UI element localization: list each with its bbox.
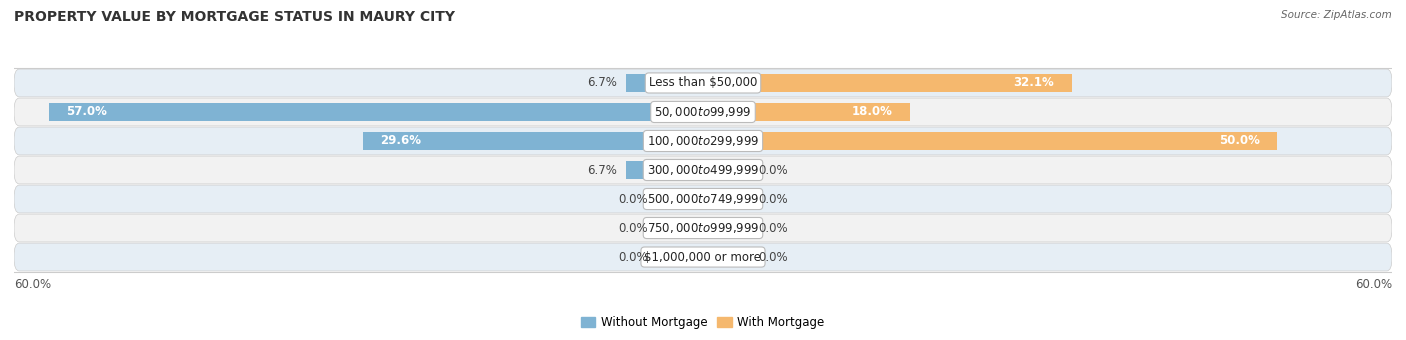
FancyBboxPatch shape [14, 214, 1392, 242]
Legend: Without Mortgage, With Mortgage: Without Mortgage, With Mortgage [576, 311, 830, 334]
Bar [703, 103, 910, 121]
Text: $50,000 to $99,999: $50,000 to $99,999 [654, 105, 752, 119]
Text: 0.0%: 0.0% [758, 192, 787, 205]
Text: 18.0%: 18.0% [852, 105, 893, 118]
Text: $500,000 to $749,999: $500,000 to $749,999 [647, 192, 759, 206]
Text: 0.0%: 0.0% [619, 222, 648, 235]
Text: Less than $50,000: Less than $50,000 [648, 76, 758, 89]
Bar [626, 160, 703, 180]
Bar [657, 248, 703, 267]
FancyBboxPatch shape [14, 185, 1392, 213]
FancyBboxPatch shape [14, 243, 1392, 271]
Text: 60.0%: 60.0% [1355, 278, 1392, 291]
Text: 60.0%: 60.0% [14, 278, 51, 291]
Text: $100,000 to $299,999: $100,000 to $299,999 [647, 134, 759, 148]
Bar [703, 190, 749, 208]
Text: $1,000,000 or more: $1,000,000 or more [644, 251, 762, 264]
Bar [703, 219, 749, 237]
Text: 29.6%: 29.6% [381, 135, 422, 148]
FancyBboxPatch shape [14, 127, 1392, 155]
Text: 0.0%: 0.0% [758, 222, 787, 235]
Bar [703, 73, 1071, 92]
Text: $300,000 to $499,999: $300,000 to $499,999 [647, 163, 759, 177]
Text: $750,000 to $999,999: $750,000 to $999,999 [647, 221, 759, 235]
Bar [626, 73, 703, 92]
FancyBboxPatch shape [14, 98, 1392, 126]
Text: PROPERTY VALUE BY MORTGAGE STATUS IN MAURY CITY: PROPERTY VALUE BY MORTGAGE STATUS IN MAU… [14, 10, 456, 24]
Bar [363, 132, 703, 150]
Bar [703, 160, 749, 180]
Text: 50.0%: 50.0% [1219, 135, 1260, 148]
FancyBboxPatch shape [14, 156, 1392, 184]
Text: 32.1%: 32.1% [1014, 76, 1054, 89]
Text: 6.7%: 6.7% [588, 76, 617, 89]
Bar [657, 190, 703, 208]
Bar [657, 219, 703, 237]
Text: 0.0%: 0.0% [619, 251, 648, 264]
FancyBboxPatch shape [14, 69, 1392, 97]
Bar [703, 248, 749, 267]
Text: 6.7%: 6.7% [588, 164, 617, 176]
Text: 0.0%: 0.0% [619, 192, 648, 205]
Bar [48, 103, 703, 121]
Bar [703, 132, 1277, 150]
Text: 0.0%: 0.0% [758, 164, 787, 176]
Text: 57.0%: 57.0% [66, 105, 107, 118]
Text: 0.0%: 0.0% [758, 251, 787, 264]
Text: Source: ZipAtlas.com: Source: ZipAtlas.com [1281, 10, 1392, 20]
